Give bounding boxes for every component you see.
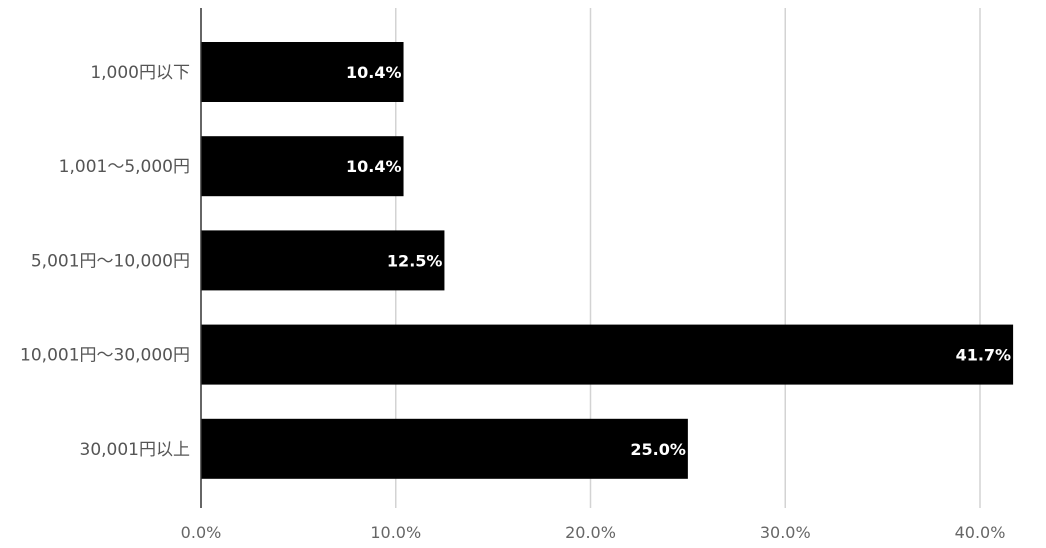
bar xyxy=(201,136,404,197)
bar-layer xyxy=(201,42,1014,479)
data-label: 25.0% xyxy=(630,440,686,459)
data-label: 12.5% xyxy=(387,251,443,270)
x-tick-label: 20.0% xyxy=(565,523,616,542)
bar xyxy=(201,42,404,102)
x-tick-label: 0.0% xyxy=(181,523,222,542)
label-layer: 0.0% 10.0% 20.0% 30.0% 40.0% 10.4% 1,000円以下 10.… xyxy=(20,63,1011,542)
bar xyxy=(201,418,688,479)
data-label: 10.4% xyxy=(346,157,402,176)
x-tick-label: 10.0% xyxy=(370,523,421,542)
category-label: 10,001円〜30,000円 xyxy=(20,346,190,366)
data-label: 41.7% xyxy=(956,346,1012,365)
category-label: 1,001〜5,000円 xyxy=(59,157,190,177)
category-label: 5,001円〜10,000円 xyxy=(31,251,190,271)
category-label: 30,001円以上 xyxy=(80,440,190,460)
x-tick-label: 30.0% xyxy=(760,523,811,542)
data-label: 10.4% xyxy=(346,63,402,82)
bar xyxy=(201,230,445,291)
x-tick-label: 40.0% xyxy=(955,523,1006,542)
category-label: 1,000円以下 xyxy=(90,63,190,83)
bar xyxy=(201,324,1014,385)
